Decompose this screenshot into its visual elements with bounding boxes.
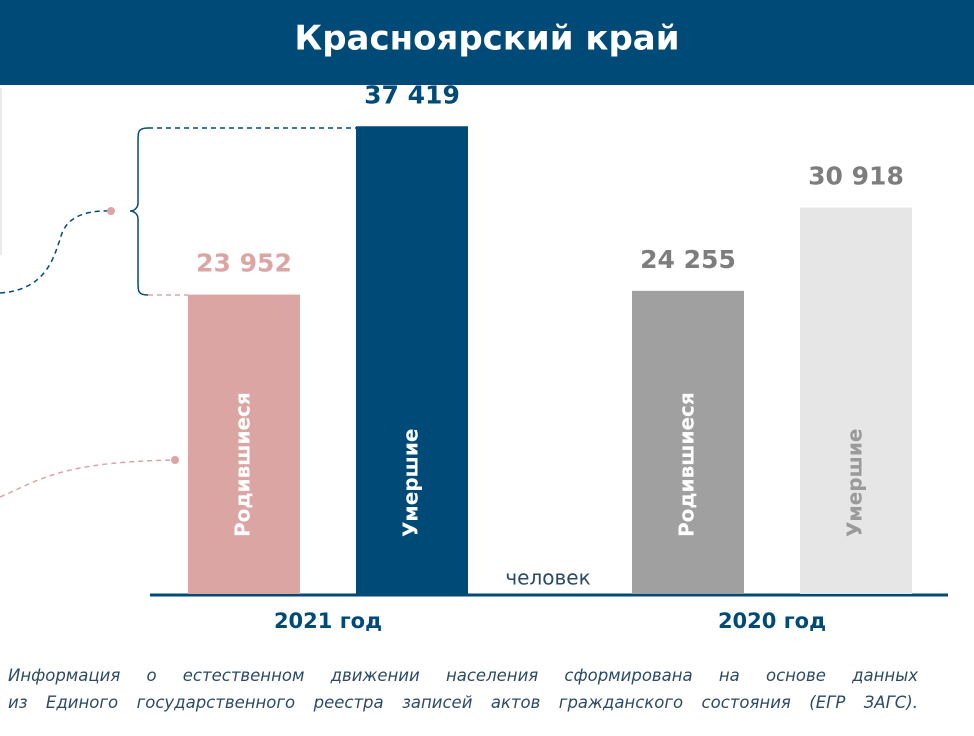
- header-band: [0, 0, 974, 85]
- value-label: 24 255: [640, 245, 736, 274]
- footnote-line: Информация о естественном движении насел…: [8, 666, 918, 685]
- bar-name: Родившиеся: [675, 392, 699, 537]
- bar: [356, 126, 468, 594]
- value-label: 37 419: [364, 80, 460, 109]
- decor-curve: [0, 210, 112, 294]
- footnote-line: из Единого государственного реестра запи…: [8, 693, 918, 712]
- chart-title: Красноярский край: [294, 19, 679, 59]
- decor-curve: [0, 459, 176, 498]
- decor-dot: [171, 456, 179, 464]
- chart: Красноярский край человек 2021 год 23 952…: [0, 0, 974, 633]
- bar: [800, 207, 912, 594]
- bar: [188, 294, 300, 594]
- value-label: 23 952: [196, 249, 292, 278]
- decor-dot: [107, 207, 115, 215]
- brace: [129, 127, 149, 296]
- bar-name: Родившиеся: [231, 392, 255, 537]
- unit-label: человек: [505, 566, 590, 590]
- bar-name: Умершие: [399, 429, 423, 537]
- x-tick-label: 2020 год: [718, 609, 826, 633]
- bar-name: Умершие: [843, 429, 867, 537]
- bar: [632, 290, 744, 594]
- x-tick-label: 2021 год: [274, 609, 382, 633]
- footnote: Информация о естественном движении насел…: [8, 662, 918, 716]
- value-label: 30 918: [808, 162, 904, 191]
